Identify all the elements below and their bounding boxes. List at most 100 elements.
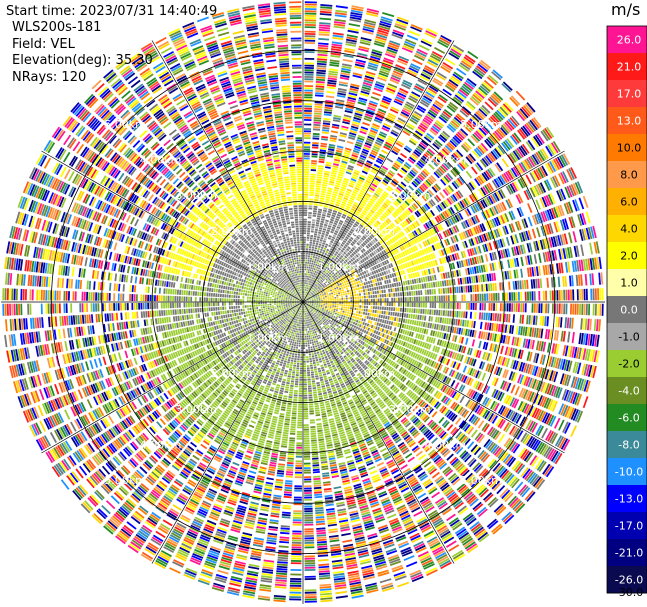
- ppi-gate: [309, 267, 311, 269]
- ppi-gate: [348, 285, 350, 287]
- ppi-gate: [414, 279, 417, 284]
- ppi-gate: [366, 306, 368, 309]
- ppi-gate: [387, 303, 389, 307]
- ppi-gate: [491, 293, 493, 301]
- ppi-gate: [428, 316, 430, 321]
- ppi-gate: [341, 296, 343, 298]
- ppi-gate: [323, 228, 326, 231]
- ppi-gate: [384, 280, 387, 284]
- ppi-gate: [390, 312, 392, 316]
- ppi-gate: [583, 196, 589, 208]
- ppi-gate: [484, 303, 486, 310]
- ppi-gate: [585, 244, 589, 256]
- ppi-gate: [444, 280, 447, 286]
- ppi-gate: [403, 319, 406, 323]
- ppi-gate: [311, 231, 314, 233]
- ppi-gate: [389, 307, 391, 311]
- ppi-gate: [328, 304, 330, 305]
- ppi-gate: [386, 294, 388, 298]
- ppi-gate: [307, 269, 309, 271]
- ppi-gate: [335, 300, 337, 301]
- ppi-gate: [423, 303, 425, 308]
- ppi-gate: [378, 299, 380, 302]
- ppi-gate: [309, 244, 312, 246]
- ppi-gate: [328, 278, 330, 280]
- ppi-gate: [325, 274, 327, 276]
- ppi-gate: [316, 188, 321, 190]
- ppi-gate: [593, 304, 595, 316]
- ppi-gate: [330, 305, 332, 306]
- ppi-gate: [404, 275, 407, 280]
- ppi-gate: [364, 296, 366, 299]
- ppi-gate: [400, 297, 402, 301]
- ppi-gate: [310, 180, 315, 182]
- ppi-gate: [361, 283, 363, 286]
- ppi-gate: [327, 229, 331, 232]
- ppi-gate: [308, 217, 312, 219]
- ppi-gate: [329, 295, 331, 297]
- ppi-gate: [447, 311, 449, 317]
- ppi-gate: [312, 147, 318, 149]
- ppi-gate: [552, 304, 554, 314]
- ppi-gate: [448, 303, 450, 309]
- ppi-gate: [325, 251, 328, 254]
- ppi-gate: [332, 296, 334, 298]
- ppi-gate: [391, 303, 393, 307]
- ppi-gate: [325, 297, 327, 298]
- ppi-gate: [434, 296, 436, 301]
- ppi-gate: [413, 314, 415, 319]
- ppi-gate: [363, 312, 365, 315]
- ppi-gate: [322, 244, 325, 247]
- ppi-gate: [308, 283, 309, 285]
- ppi-gate: [375, 306, 377, 309]
- ppi-gate: [393, 307, 395, 311]
- ppi-gate: [450, 295, 452, 301]
- ppi-gate: [303, 257, 305, 259]
- ppi-gate: [371, 302, 373, 305]
- ppi-gate: [491, 323, 494, 331]
- ppi-gate: [335, 302, 337, 303]
- ppi-gate: [405, 319, 408, 324]
- ppi-gate: [320, 18, 332, 21]
- ppi-gate: [310, 183, 315, 185]
- ppi-gate: [359, 284, 361, 287]
- ppi-gate: [321, 216, 325, 219]
- ppi-gate: [332, 275, 334, 277]
- ppi-gate: [325, 220, 329, 223]
- ppi-gate: [311, 270, 313, 272]
- ppi-gate: [361, 318, 363, 321]
- ppi-gate: [493, 323, 496, 331]
- ppi-gate: [436, 324, 439, 330]
- ppi-gate: [447, 326, 450, 332]
- ppi-gate: [337, 289, 339, 291]
- ppi-gate: [589, 274, 592, 286]
- ppi-gate: [323, 304, 325, 305]
- ppi-gate: [312, 277, 314, 279]
- ppi-gate: [364, 306, 366, 309]
- ppi-gate: [420, 290, 422, 295]
- ppi-gate: [551, 317, 554, 327]
- ppi-gate: [387, 325, 390, 329]
- ppi-gate: [470, 303, 472, 310]
- ppi-gate: [474, 285, 476, 292]
- ppi-gate: [455, 319, 458, 325]
- ppi-gate: [543, 303, 545, 313]
- ppi-gate: [388, 289, 390, 293]
- ppi-gate: [380, 303, 382, 306]
- ppi-gate: [454, 311, 456, 317]
- ppi-gate: [334, 274, 336, 277]
- ppi-gate: [317, 65, 327, 68]
- ppi-gate: [317, 54, 327, 57]
- ppi-gate: [565, 276, 568, 287]
- ppi-gate: [383, 276, 386, 280]
- ppi-gate: [575, 304, 577, 315]
- ppi-gate: [508, 314, 510, 323]
- ppi-gate: [449, 280, 452, 286]
- ppi-gate: [310, 237, 313, 239]
- ppi-gate: [507, 325, 510, 334]
- ppi-gate: [304, 167, 310, 169]
- ppi-gate: [584, 289, 586, 300]
- ppi-gate: [309, 249, 311, 251]
- ppi-gate: [398, 282, 400, 286]
- ppi-gate: [440, 317, 443, 323]
